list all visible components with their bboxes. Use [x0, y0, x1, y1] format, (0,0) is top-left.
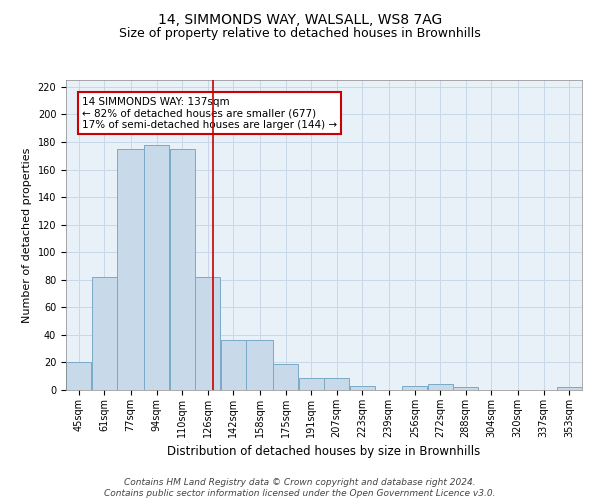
Bar — [67, 362, 91, 390]
Bar — [403, 386, 427, 390]
Bar — [196, 277, 220, 390]
Text: 14 SIMMONDS WAY: 137sqm
← 82% of detached houses are smaller (677)
17% of semi-d: 14 SIMMONDS WAY: 137sqm ← 82% of detache… — [82, 96, 337, 130]
Text: 14, SIMMONDS WAY, WALSALL, WS8 7AG: 14, SIMMONDS WAY, WALSALL, WS8 7AG — [158, 12, 442, 26]
Bar — [350, 386, 374, 390]
Text: Contains HM Land Registry data © Crown copyright and database right 2024.
Contai: Contains HM Land Registry data © Crown c… — [104, 478, 496, 498]
Bar — [247, 340, 272, 390]
Bar — [454, 387, 478, 390]
X-axis label: Distribution of detached houses by size in Brownhills: Distribution of detached houses by size … — [167, 446, 481, 458]
Bar — [221, 340, 245, 390]
Text: Size of property relative to detached houses in Brownhills: Size of property relative to detached ho… — [119, 28, 481, 40]
Bar — [170, 149, 194, 390]
Bar — [145, 145, 169, 390]
Bar — [299, 378, 323, 390]
Bar — [274, 364, 298, 390]
Y-axis label: Number of detached properties: Number of detached properties — [22, 148, 32, 322]
Bar — [92, 277, 116, 390]
Bar — [118, 149, 143, 390]
Bar — [557, 387, 581, 390]
Bar — [325, 378, 349, 390]
Bar — [428, 384, 452, 390]
